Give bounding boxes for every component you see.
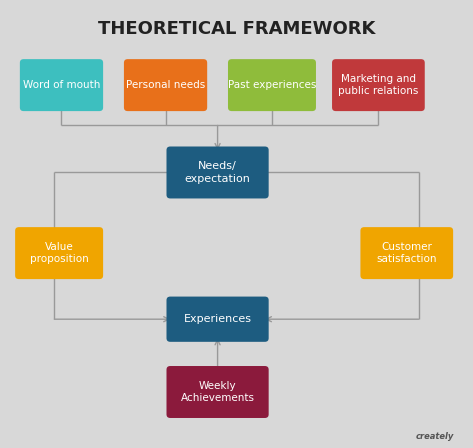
FancyBboxPatch shape	[124, 59, 207, 111]
FancyBboxPatch shape	[228, 59, 316, 111]
FancyBboxPatch shape	[166, 297, 269, 342]
Text: Personal needs: Personal needs	[126, 80, 205, 90]
Text: creately: creately	[416, 432, 454, 441]
FancyBboxPatch shape	[360, 227, 453, 279]
FancyBboxPatch shape	[166, 146, 269, 198]
FancyBboxPatch shape	[332, 59, 425, 111]
Text: Customer
satisfaction: Customer satisfaction	[377, 242, 437, 264]
Text: Experiences: Experiences	[184, 314, 252, 324]
FancyBboxPatch shape	[15, 227, 103, 279]
Text: Marketing and
public relations: Marketing and public relations	[338, 74, 419, 96]
Text: Weekly
Achievements: Weekly Achievements	[181, 381, 254, 403]
Text: Past experiences: Past experiences	[228, 80, 316, 90]
Text: Value
proposition: Value proposition	[30, 242, 88, 264]
Text: Word of mouth: Word of mouth	[23, 80, 100, 90]
Text: THEORETICAL FRAMEWORK: THEORETICAL FRAMEWORK	[98, 20, 375, 38]
FancyBboxPatch shape	[20, 59, 103, 111]
Text: Needs/
expectation: Needs/ expectation	[184, 161, 251, 184]
FancyBboxPatch shape	[166, 366, 269, 418]
